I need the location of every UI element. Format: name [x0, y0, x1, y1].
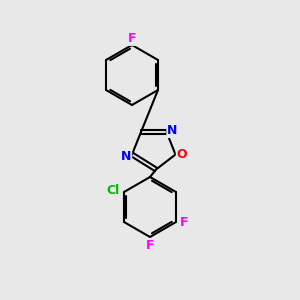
Text: F: F — [128, 32, 136, 45]
Text: O: O — [177, 148, 188, 161]
Text: Cl: Cl — [106, 184, 119, 197]
Text: F: F — [180, 215, 189, 229]
Text: N: N — [167, 124, 178, 137]
Text: N: N — [121, 149, 131, 163]
Text: F: F — [146, 239, 154, 252]
